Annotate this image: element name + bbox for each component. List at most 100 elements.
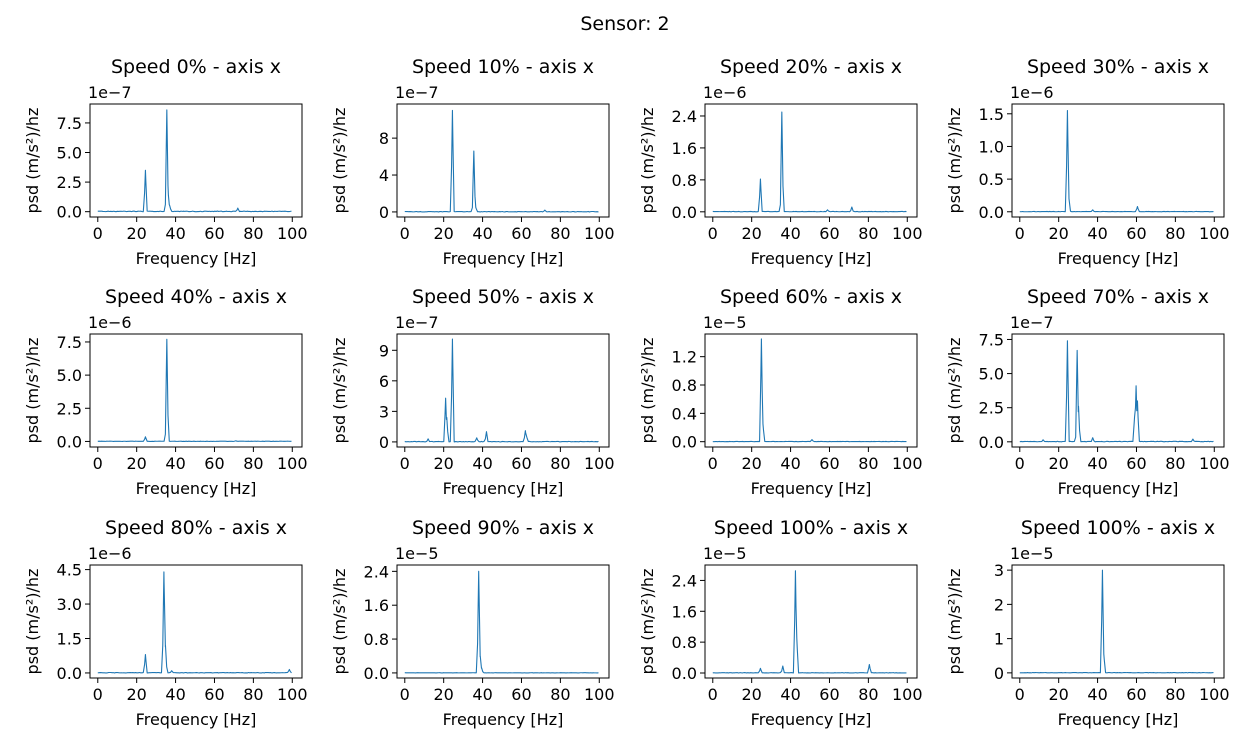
y-tick-label: 3.0 bbox=[57, 595, 82, 614]
x-axis-label: Frequency [Hz] bbox=[136, 249, 257, 268]
x-tick-label: 100 bbox=[1199, 454, 1230, 473]
y-tick-label: 0.0 bbox=[57, 432, 82, 451]
y-tick-label: 5.0 bbox=[57, 144, 82, 163]
y-axis-label: psd (m/s²)/hz bbox=[945, 338, 964, 444]
x-tick-label: 40 bbox=[165, 224, 185, 243]
x-tick-label: 100 bbox=[892, 685, 923, 704]
y-tick-label: 1 bbox=[994, 630, 1004, 649]
y-offset-text: 1e−6 bbox=[88, 313, 132, 332]
x-tick-label: 40 bbox=[472, 224, 492, 243]
y-tick-label: 0.0 bbox=[672, 433, 697, 452]
x-tick-label: 100 bbox=[584, 224, 615, 243]
psd-series-line bbox=[97, 571, 292, 674]
x-tick-label: 0 bbox=[400, 224, 410, 243]
subplot-3: Speed 20% - axis x 1e−6 0 20 40 60 80 100 0.0 0.8… bbox=[638, 56, 923, 268]
figure-suptitle: Sensor: 2 bbox=[580, 13, 669, 35]
x-axis-label: Frequency [Hz] bbox=[1058, 249, 1179, 268]
x-tick-label: 60 bbox=[819, 224, 839, 243]
x-tick-label: 80 bbox=[550, 685, 570, 704]
x-tick-label: 40 bbox=[165, 685, 185, 704]
x-tick-label: 20 bbox=[126, 454, 146, 473]
subplot-title: Speed 0% - axis x bbox=[111, 56, 281, 78]
y-axis-label: psd (m/s²)/hz bbox=[945, 569, 964, 675]
subplot-title: Speed 40% - axis x bbox=[105, 286, 287, 308]
y-tick-label: 0.0 bbox=[979, 433, 1004, 452]
y-offset-text: 1e−5 bbox=[703, 544, 747, 563]
y-tick-label: 0.4 bbox=[672, 404, 697, 423]
y-offset-text: 1e−7 bbox=[88, 83, 132, 102]
subplot-5: Speed 40% - axis x 1e−6 0 20 40 60 80 100 0.0 2.5… bbox=[23, 286, 308, 498]
x-tick-label: 60 bbox=[511, 454, 531, 473]
psd-series-line bbox=[1019, 109, 1214, 213]
y-tick-label: 0.0 bbox=[364, 664, 389, 683]
x-tick-label: 100 bbox=[1199, 224, 1230, 243]
y-tick-label: 6 bbox=[379, 372, 389, 391]
y-offset-text: 1e−6 bbox=[1010, 83, 1054, 102]
subplot-title: Speed 80% - axis x bbox=[105, 517, 287, 539]
y-offset-text: 1e−6 bbox=[703, 83, 747, 102]
x-tick-label: 60 bbox=[204, 454, 224, 473]
y-tick-label: 0.0 bbox=[57, 203, 82, 222]
x-tick-label: 40 bbox=[1087, 454, 1107, 473]
x-axis-label: Frequency [Hz] bbox=[443, 710, 564, 729]
x-tick-label: 60 bbox=[511, 685, 531, 704]
y-offset-text: 1e−7 bbox=[1010, 313, 1054, 332]
axes-frame bbox=[396, 333, 610, 448]
y-tick-label: 5.0 bbox=[57, 366, 82, 385]
x-tick-label: 0 bbox=[93, 685, 103, 704]
x-tick-label: 20 bbox=[433, 454, 453, 473]
x-tick-label: 20 bbox=[741, 224, 761, 243]
y-axis-label: psd (m/s²)/hz bbox=[330, 108, 349, 214]
x-tick-label: 80 bbox=[243, 454, 263, 473]
y-axis-label: psd (m/s²)/hz bbox=[638, 108, 657, 214]
psd-series-line bbox=[404, 570, 599, 674]
subplot-title: Speed 30% - axis x bbox=[1027, 56, 1209, 78]
x-tick-label: 80 bbox=[550, 224, 570, 243]
x-tick-label: 20 bbox=[126, 685, 146, 704]
x-tick-label: 100 bbox=[277, 224, 308, 243]
subplot-1: Speed 0% - axis x 1e−7 0 20 40 60 80 100 0.0 2.5 5… bbox=[23, 56, 308, 268]
y-axis-label: psd (m/s²)/hz bbox=[638, 338, 657, 444]
x-tick-label: 0 bbox=[1015, 454, 1025, 473]
y-tick-label: 1.5 bbox=[57, 629, 82, 648]
y-tick-label: 0 bbox=[994, 664, 1004, 683]
y-tick-label: 2.4 bbox=[364, 562, 389, 581]
x-axis-label: Frequency [Hz] bbox=[751, 479, 872, 498]
x-tick-label: 80 bbox=[1165, 224, 1185, 243]
x-axis-label: Frequency [Hz] bbox=[136, 479, 257, 498]
x-axis-label: Frequency [Hz] bbox=[1058, 479, 1179, 498]
y-tick-label: 2.5 bbox=[979, 399, 1004, 418]
psd-series-line bbox=[712, 338, 907, 443]
y-tick-label: 0 bbox=[379, 433, 389, 452]
subplot-title: Speed 100% - axis x bbox=[714, 517, 908, 539]
x-tick-label: 80 bbox=[858, 224, 878, 243]
x-tick-label: 0 bbox=[93, 224, 103, 243]
x-tick-label: 80 bbox=[550, 454, 570, 473]
psd-series-line bbox=[1019, 569, 1214, 674]
axes-frame bbox=[89, 103, 303, 218]
y-tick-label: 2 bbox=[994, 595, 1004, 614]
y-axis-label: psd (m/s²)/hz bbox=[23, 108, 42, 214]
subplot-6: Speed 50% - axis x 1e−7 0 20 40 60 80 100 0 3 6 9 Fr… bbox=[330, 286, 615, 498]
x-tick-label: 100 bbox=[892, 224, 923, 243]
axes-frame bbox=[396, 103, 610, 218]
x-tick-label: 80 bbox=[243, 224, 263, 243]
axes-frame bbox=[704, 564, 918, 679]
y-tick-label: 7.5 bbox=[57, 114, 82, 133]
y-tick-label: 9 bbox=[379, 341, 389, 360]
y-tick-label: 2.4 bbox=[672, 107, 697, 126]
subplot-title: Speed 70% - axis x bbox=[1027, 286, 1209, 308]
y-tick-label: 0.8 bbox=[672, 171, 697, 190]
x-tick-label: 100 bbox=[584, 454, 615, 473]
y-tick-label: 2.5 bbox=[57, 173, 82, 192]
axes-frame bbox=[89, 333, 303, 448]
axes-frame bbox=[704, 333, 918, 448]
x-tick-label: 40 bbox=[780, 454, 800, 473]
y-tick-label: 3 bbox=[379, 402, 389, 421]
x-tick-label: 80 bbox=[858, 454, 878, 473]
subplot-11: Speed 100% - axis x 1e−5 0 20 40 60 80 100 0.0 0.… bbox=[638, 517, 923, 729]
y-tick-label: 5.0 bbox=[979, 365, 1004, 384]
x-tick-label: 80 bbox=[1165, 454, 1185, 473]
axes-frame bbox=[89, 564, 303, 679]
